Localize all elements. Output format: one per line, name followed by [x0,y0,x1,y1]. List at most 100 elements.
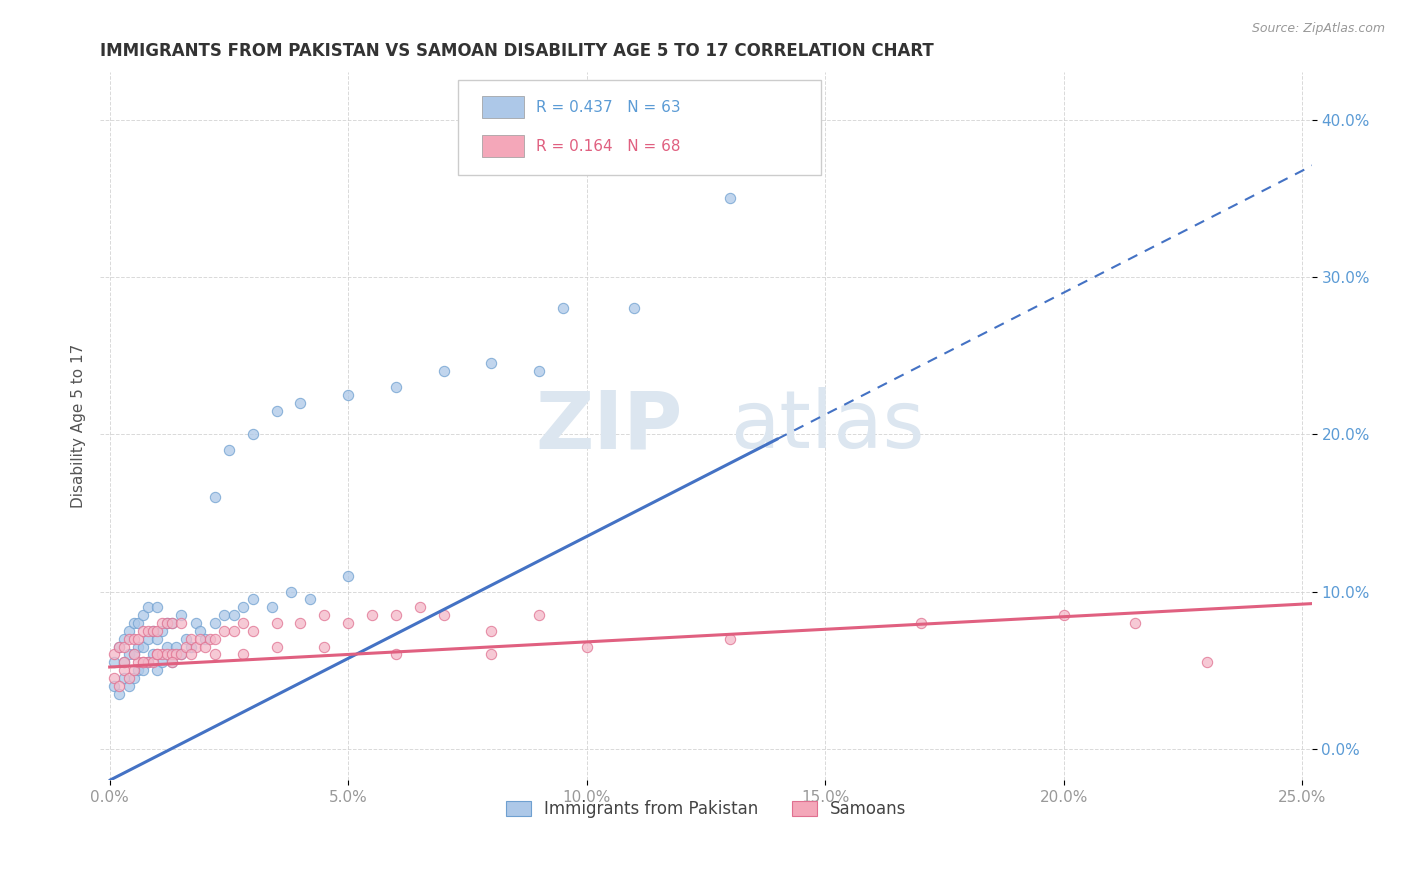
Point [180,632,202,646]
Point [146,663,169,677]
Point [103,648,125,662]
Point [136,656,159,670]
Point [280,584,302,599]
Text: IMMIGRANTS FROM PAKISTAN VS SAMOAN DISABILITY AGE 5 TO 17 CORRELATION CHART: IMMIGRANTS FROM PAKISTAN VS SAMOAN DISAB… [100,42,934,60]
Point [150,648,173,662]
Point [260,600,283,615]
Point [118,632,141,646]
Point [165,648,187,662]
Point [136,624,159,638]
Point [156,640,179,654]
Point [165,640,187,654]
FancyBboxPatch shape [482,95,524,119]
Point [142,656,165,670]
Point [212,608,235,623]
Point [432,608,454,623]
Point [132,663,155,677]
Point [122,663,145,677]
Point [112,656,135,670]
Point [127,615,149,630]
Point [242,624,264,638]
Point [132,640,155,654]
Point [314,608,336,623]
Point [337,615,360,630]
Legend: Immigrants from Pakistan, Samoans: Immigrants from Pakistan, Samoans [499,794,912,825]
Text: atlas: atlas [730,387,924,466]
Point [122,648,145,662]
Point [298,592,321,607]
Point [1053,608,1076,623]
Point [122,632,145,646]
Point [118,679,141,693]
Point [156,648,179,662]
Point [575,640,598,654]
Point [290,396,312,410]
Point [266,615,288,630]
Point [103,671,125,685]
FancyBboxPatch shape [457,79,821,175]
Point [174,632,197,646]
Point [180,648,202,662]
Text: R = 0.164   N = 68: R = 0.164 N = 68 [536,138,681,153]
Point [112,663,135,677]
Point [266,640,288,654]
Point [146,600,169,615]
Point [127,632,149,646]
Point [108,640,131,654]
Point [146,632,169,646]
Point [204,490,226,504]
Point [136,656,159,670]
Point [212,624,235,638]
Point [1195,656,1218,670]
Point [385,380,408,394]
Point [527,364,550,378]
Text: Source: ZipAtlas.com: Source: ZipAtlas.com [1251,22,1385,36]
Point [127,663,149,677]
Point [718,632,741,646]
Point [112,656,135,670]
Point [222,608,245,623]
Point [170,608,193,623]
Point [623,301,645,316]
Point [146,648,169,662]
Point [204,632,226,646]
Point [146,624,169,638]
Point [184,615,207,630]
Point [361,608,384,623]
Text: R = 0.437   N = 63: R = 0.437 N = 63 [536,100,681,114]
Point [188,624,211,638]
Point [118,671,141,685]
Point [337,569,360,583]
Point [204,648,226,662]
Point [527,608,550,623]
Point [242,592,264,607]
Point [409,600,432,615]
Point [156,615,179,630]
Point [150,615,173,630]
Text: ZIP: ZIP [536,387,682,466]
Point [150,656,173,670]
Point [204,615,226,630]
Point [132,608,155,623]
Point [194,632,217,646]
Point [232,615,254,630]
Point [112,671,135,685]
Point [385,608,408,623]
Point [718,191,741,205]
Point [432,364,454,378]
Point [266,403,288,417]
Point [170,648,193,662]
Point [132,624,155,638]
Point [232,600,254,615]
FancyBboxPatch shape [482,135,524,157]
Point [112,632,135,646]
Point [118,648,141,662]
Point [194,640,217,654]
Point [314,640,336,654]
Point [180,640,202,654]
Point [160,615,183,630]
Point [479,356,502,370]
Point [290,615,312,630]
Y-axis label: Disability Age 5 to 17: Disability Age 5 to 17 [72,344,86,508]
Point [337,388,360,402]
